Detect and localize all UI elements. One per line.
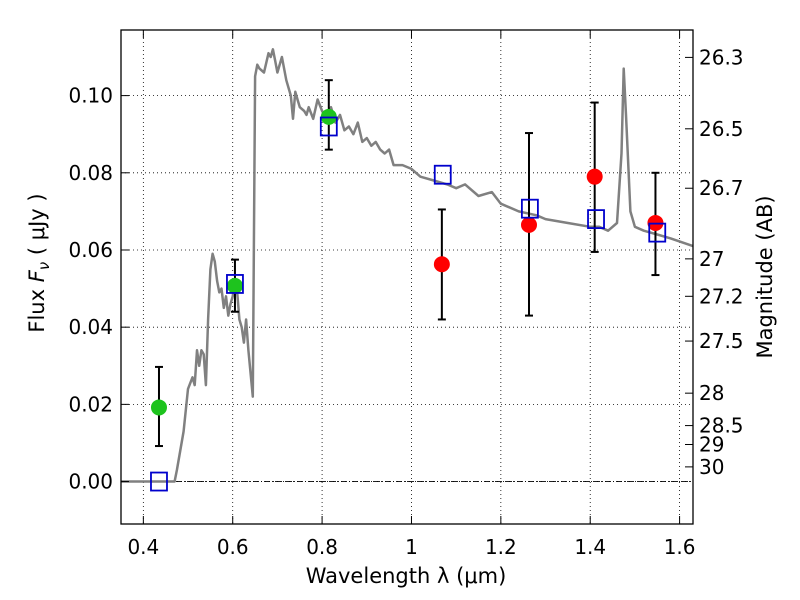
right-tick-label: 28.5 xyxy=(699,414,744,438)
y-axis-label-symbol: F xyxy=(25,269,49,282)
model-square-marker xyxy=(319,116,338,137)
x-tick-label: 0.4 xyxy=(127,535,159,559)
right-tick-label: 27.5 xyxy=(699,329,744,353)
x-tick-label: 1.6 xyxy=(664,535,696,559)
right-tick-label: 29 xyxy=(699,432,724,456)
x-tick-label: 0.8 xyxy=(306,535,338,559)
y-axis-label-unit: ( μJy ) xyxy=(25,193,49,261)
right-tick-label: 26.5 xyxy=(699,117,744,141)
y-tick-label: 0.10 xyxy=(68,84,113,108)
x-tick-label: 1.2 xyxy=(485,535,517,559)
y-tick-label: 0.06 xyxy=(68,238,113,262)
data-point-marker xyxy=(586,168,603,185)
right-tick-label: 28 xyxy=(699,381,724,405)
right-tick-label: 27.2 xyxy=(699,284,744,308)
right-tick-label: 26.7 xyxy=(699,176,744,200)
data-point-marker xyxy=(433,256,450,273)
data-points-layer xyxy=(150,79,667,492)
y-axis-label: Flux Fν ( μJy ) xyxy=(25,193,53,332)
x-tick-label: 1.4 xyxy=(574,535,606,559)
model-square-marker xyxy=(433,164,452,185)
x-tick-label: 0.6 xyxy=(217,535,249,559)
y-tick-label: 0.08 xyxy=(68,161,113,185)
plot-frame xyxy=(120,29,694,525)
y-tick-label: 0.04 xyxy=(68,315,113,339)
x-axis-label: Wavelength λ (μm) xyxy=(306,564,507,588)
data-point-marker xyxy=(150,399,167,416)
model-square-marker xyxy=(226,274,244,294)
data-point-marker xyxy=(226,277,243,294)
right-tick-label: 27 xyxy=(699,247,724,271)
model-square-marker xyxy=(520,198,539,219)
grid xyxy=(121,30,693,524)
y-axis-label-subscript: ν xyxy=(35,262,53,270)
axis-ticks: 0.4 0.6 0.8 1 1.2 1.4 1.6 0.00 0.02 0.04 0.06 0.08 0… xyxy=(68,30,744,559)
right-tick-label: 26.3 xyxy=(699,45,744,69)
y-axis-label-prefix: Flux xyxy=(25,282,49,332)
data-point-marker xyxy=(520,216,537,233)
model-square-marker xyxy=(587,209,605,230)
right-tick-label: 30 xyxy=(699,455,724,479)
spectrum-line xyxy=(121,48,694,483)
spectrum-layer xyxy=(121,48,694,483)
model-square-marker xyxy=(150,471,168,492)
model-square-marker xyxy=(648,222,667,243)
y-tick-label: 0.00 xyxy=(68,470,113,494)
right-axis-label: Magnitude (AB) xyxy=(753,195,777,358)
x-tick-label: 1 xyxy=(405,535,418,559)
y-tick-label: 0.02 xyxy=(68,392,113,416)
